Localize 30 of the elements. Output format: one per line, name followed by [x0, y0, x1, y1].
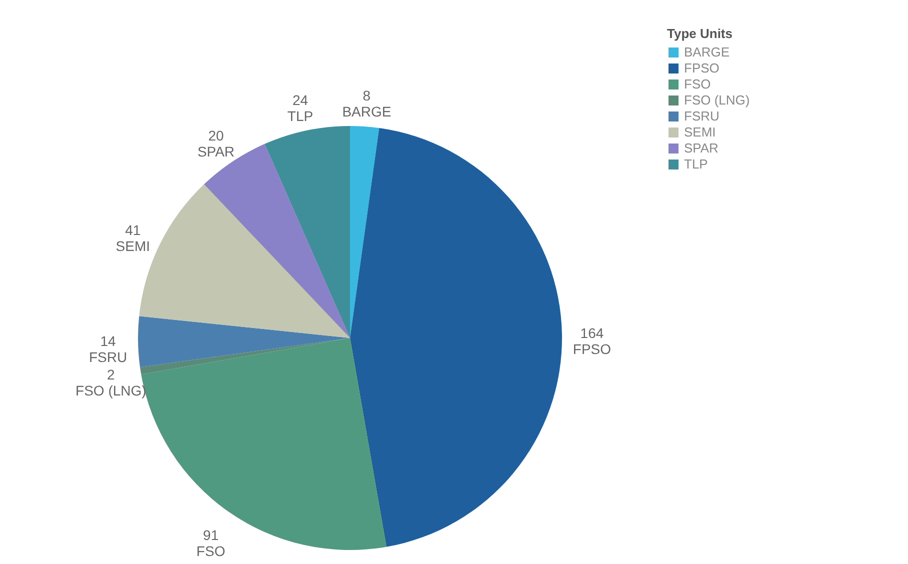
- data-label: 24: [292, 92, 308, 108]
- data-label: 164: [580, 324, 604, 341]
- slice-label: TLP: [287, 108, 314, 124]
- slice-label: SEMI: [116, 238, 150, 254]
- pie-slice: [140, 338, 350, 374]
- data-label: 91: [203, 526, 219, 543]
- data-label: 14: [100, 333, 116, 350]
- pie-slice: [138, 316, 350, 368]
- pie-slice: [350, 126, 380, 338]
- legend-label: FSRU: [684, 108, 720, 124]
- slice-label: BARGE: [342, 104, 392, 120]
- data-label: 20: [208, 127, 224, 144]
- legend-label: FSO (LNG): [684, 92, 750, 108]
- slice-label: FSRU: [88, 349, 128, 366]
- data-label: 8: [362, 88, 371, 104]
- slice-label: FSO: [196, 542, 226, 559]
- pie-slice: [350, 128, 562, 547]
- legend-label: BARGE: [684, 44, 730, 60]
- data-label: 2: [107, 366, 116, 382]
- legend-label: FSO: [684, 76, 711, 92]
- slice-label: FSO (LNG): [76, 382, 146, 398]
- legend-label: SEMI: [684, 124, 716, 140]
- legend-label: FPSO: [684, 60, 720, 76]
- pie-slice: [264, 126, 350, 338]
- slice-label: SPAR: [197, 143, 235, 160]
- legend-title: Type Units: [667, 26, 732, 41]
- legend-label: TLP: [684, 156, 708, 172]
- data-label: 41: [125, 222, 141, 238]
- legend-label: SPAR: [684, 140, 718, 156]
- slice-label: FPSO: [572, 340, 612, 357]
